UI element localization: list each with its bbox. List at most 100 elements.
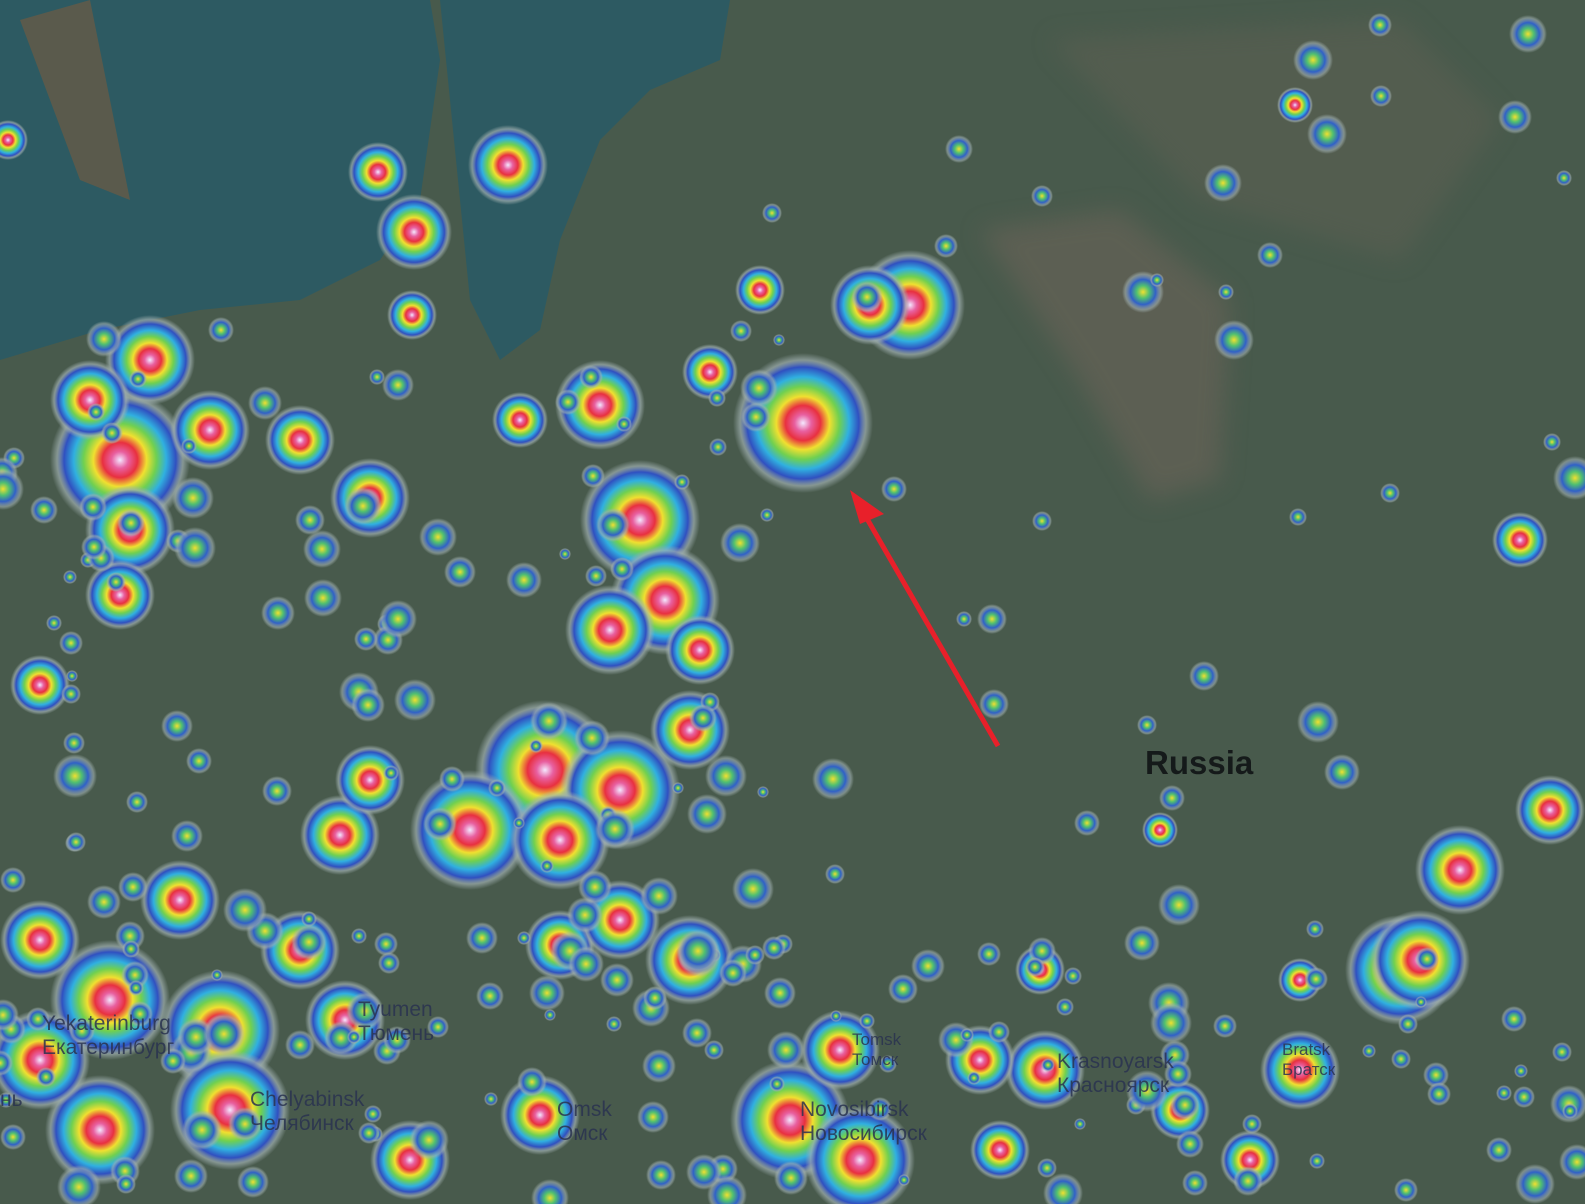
light-spot <box>1031 185 1053 207</box>
light-spot <box>223 888 267 932</box>
light-spot <box>646 1160 676 1190</box>
light-spot <box>1427 1082 1451 1106</box>
light-spot <box>344 487 382 525</box>
light-spot <box>427 1016 449 1038</box>
light-spot <box>979 689 1009 719</box>
light-spot <box>46 615 62 631</box>
light-spot <box>600 963 634 997</box>
light-spot <box>812 758 854 800</box>
light-spot <box>988 1021 1010 1043</box>
city-label-novosibirsk[interactable]: Novosibirsk Новосибирск <box>800 1098 927 1146</box>
light-glow <box>10 655 70 715</box>
light-spot <box>720 523 760 563</box>
city-label-bratsk[interactable]: Bratsk Братск <box>1282 1040 1335 1080</box>
light-spot <box>66 832 86 852</box>
light-glow <box>805 1105 915 1204</box>
city-label-tyumen[interactable]: Tyumen Тюмень <box>358 998 434 1046</box>
light-spot <box>1170 1090 1200 1120</box>
light-spot <box>0 1050 13 1076</box>
light-spot <box>118 872 148 902</box>
light-spot <box>1137 715 1157 735</box>
light-spot <box>540 859 554 873</box>
light-spot <box>1543 433 1561 451</box>
light-spot <box>126 791 148 813</box>
light-spot <box>86 321 122 357</box>
light-spot <box>1213 1014 1237 1038</box>
light-spot <box>1370 85 1392 107</box>
light-spot <box>676 929 720 973</box>
light-spot <box>1486 1137 1512 1163</box>
light-spot <box>1514 1064 1528 1078</box>
light-glow <box>1492 512 1548 568</box>
light-spot <box>825 864 845 884</box>
light-glow <box>50 360 130 440</box>
light-spot <box>859 1013 875 1029</box>
light-glow <box>0 120 28 160</box>
light-spot <box>121 961 149 989</box>
light-spot <box>1552 1042 1572 1062</box>
city-label-tomsk[interactable]: Tomsk Томск <box>852 1030 901 1070</box>
light-spot <box>1043 1173 1083 1204</box>
light-glow <box>85 560 155 630</box>
light-spot <box>517 931 531 945</box>
light-spot <box>757 786 769 798</box>
light-glow <box>170 390 250 470</box>
light-spot <box>63 570 77 584</box>
light-spot <box>1164 1060 1192 1088</box>
light-spot <box>26 1007 50 1031</box>
light-spot <box>616 416 632 432</box>
light-spot <box>383 765 399 781</box>
light-spot <box>61 684 81 704</box>
light-spot <box>585 565 607 587</box>
light-spot <box>1509 15 1547 53</box>
city-label-krasnoyarsk[interactable]: Krasnoyarsk Красноярск <box>1057 1050 1174 1098</box>
light-glow <box>1277 87 1313 123</box>
light-spot <box>762 936 786 960</box>
city-label-omsk[interactable]: Omsk Омск <box>557 1098 612 1146</box>
light-spot <box>745 945 765 965</box>
light-spot <box>1289 508 1307 526</box>
light-spot <box>172 477 214 519</box>
light-spot <box>117 509 145 537</box>
light-spot <box>773 334 785 346</box>
light-spot <box>567 897 603 933</box>
city-name-ru: Новосибирск <box>800 1122 927 1145</box>
light-spot <box>977 942 1001 966</box>
light-spot <box>346 992 384 1030</box>
light-spot <box>0 999 19 1031</box>
light-spot <box>774 1161 808 1195</box>
light-spot <box>705 755 747 797</box>
light-glow <box>300 795 380 875</box>
light-spot <box>730 320 752 342</box>
light-spot <box>506 562 542 598</box>
light-glow <box>492 392 548 448</box>
light-spot <box>379 600 417 638</box>
light-spot <box>351 928 367 944</box>
light-spot <box>741 402 771 432</box>
light-spot <box>53 754 97 798</box>
light-spot <box>1124 925 1160 961</box>
light-spot <box>354 627 378 651</box>
light-spot <box>1380 483 1400 503</box>
light-spot <box>1159 785 1185 811</box>
light-glow <box>468 125 548 205</box>
light-spot <box>358 1122 380 1144</box>
light-spot <box>881 476 907 502</box>
light-spot <box>488 779 506 797</box>
light-spot <box>347 1030 361 1044</box>
city-label-yekaterinburg[interactable]: Yekaterinburg Екатеринбург <box>42 1012 174 1060</box>
light-spot <box>1324 754 1360 790</box>
light-spot <box>324 1021 358 1055</box>
light-spot <box>57 1165 101 1204</box>
light-spot <box>261 596 295 630</box>
light-spot <box>1233 1166 1263 1196</box>
city-label-chelyabinsk[interactable]: Chelyabinsk Челябинск <box>250 1088 364 1136</box>
light-spot <box>581 464 605 488</box>
light-spot <box>960 1028 974 1042</box>
light-spot <box>101 422 123 444</box>
light-spot <box>439 766 465 792</box>
light-spot <box>1025 957 1045 977</box>
light-spot <box>79 493 107 521</box>
